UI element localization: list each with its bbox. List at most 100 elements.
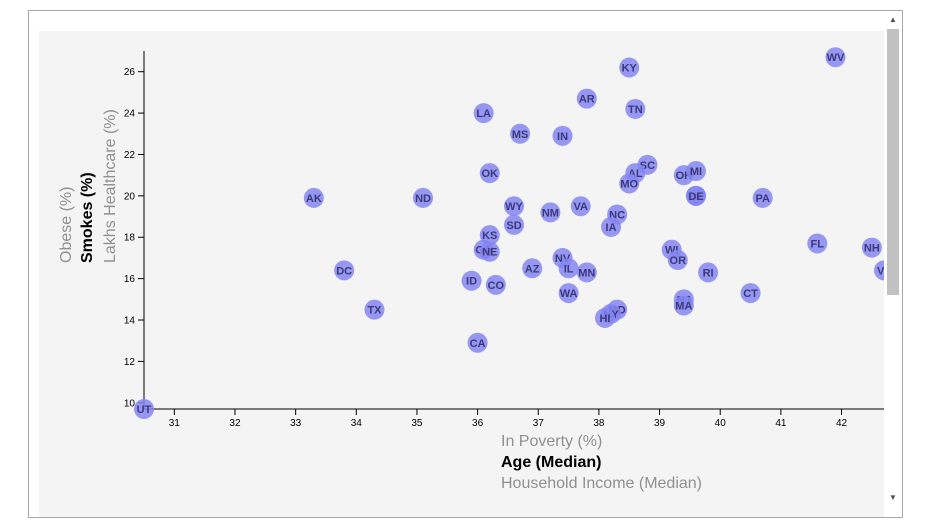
state-marker-ky[interactable]: KY <box>619 57 640 78</box>
state-marker-tn[interactable]: TN <box>625 98 646 119</box>
state-marker-de[interactable]: DE <box>685 185 706 206</box>
state-abbr-label: IN <box>557 131 568 143</box>
state-marker-nh[interactable]: NH <box>861 237 882 258</box>
state-marker-mo[interactable]: MO <box>619 173 640 194</box>
state-circle[interactable] <box>364 299 385 320</box>
state-marker-ne[interactable]: NE <box>479 241 500 262</box>
state-circle[interactable] <box>334 260 355 281</box>
scroll-down-arrow-icon[interactable]: ▼ <box>889 493 897 502</box>
x-axis-label-age[interactable]: Age (Median) <box>501 454 601 471</box>
state-marker-la[interactable]: LA <box>473 103 494 124</box>
state-marker-ri[interactable]: RI <box>698 262 719 283</box>
scatter-chart: 31 32 33 34 35 36 37 38 39 40 41 42 10 12 14 16 18 20 22 2… <box>39 31 884 517</box>
state-circle[interactable] <box>504 196 524 217</box>
state-circle[interactable] <box>485 274 506 295</box>
state-circle[interactable] <box>619 173 640 194</box>
state-circle[interactable] <box>807 233 828 254</box>
state-marker-az[interactable]: AZ <box>522 258 543 279</box>
state-circle[interactable] <box>752 187 773 208</box>
state-marker-il[interactable]: IL <box>558 258 579 279</box>
state-circle[interactable] <box>303 187 324 208</box>
state-marker-or[interactable]: OR <box>667 250 688 271</box>
state-abbr-label: CO <box>488 280 505 292</box>
data-points: WVKYARTNLAMSINSCALOKOHMIMOMEDEAKNDPAWYVA… <box>134 47 884 419</box>
x-tick-label: 37 <box>533 418 545 429</box>
state-circle[interactable] <box>134 399 154 419</box>
state-circle[interactable] <box>685 161 706 182</box>
state-marker-mn[interactable]: MN <box>576 262 597 283</box>
state-circle[interactable] <box>740 283 761 304</box>
state-marker-dc[interactable]: DC <box>334 260 355 281</box>
state-circle[interactable] <box>619 57 640 78</box>
state-circle[interactable] <box>576 262 597 283</box>
state-marker-co[interactable]: CO <box>485 274 506 295</box>
state-marker-ar[interactable]: AR <box>576 88 597 109</box>
state-marker-in[interactable]: IN <box>552 125 573 146</box>
x-axis-label-income[interactable]: Household Income (Median) <box>501 475 702 492</box>
y-tick-label: 24 <box>124 109 136 120</box>
state-circle[interactable] <box>552 125 573 146</box>
state-marker-vt[interactable]: VT <box>874 260 884 281</box>
state-marker-ms[interactable]: MS <box>510 123 531 144</box>
state-circle[interactable] <box>667 250 688 271</box>
state-marker-nm[interactable]: NM <box>540 202 561 223</box>
state-circle[interactable] <box>698 262 719 283</box>
state-circle[interactable] <box>625 98 646 119</box>
state-marker-ak[interactable]: AK <box>303 187 324 208</box>
state-marker-va[interactable]: VA <box>570 196 591 217</box>
state-marker-ok[interactable]: OK <box>479 163 500 184</box>
state-marker-hi[interactable]: HI <box>594 307 615 328</box>
state-circle[interactable] <box>540 202 561 223</box>
state-circle[interactable] <box>479 241 500 262</box>
vertical-scrollbar[interactable]: ▲ ▼ <box>884 12 902 506</box>
state-circle[interactable] <box>558 283 579 304</box>
state-marker-ia[interactable]: IA <box>601 216 622 237</box>
state-circle[interactable] <box>522 258 543 279</box>
state-marker-ma[interactable]: MA <box>673 295 694 316</box>
state-abbr-label: FL <box>811 238 825 250</box>
y-axis-label-obese[interactable]: Obese (%) <box>58 187 75 263</box>
x-axis-label-poverty[interactable]: In Poverty (%) <box>501 433 602 450</box>
scroll-up-arrow-icon[interactable]: ▲ <box>889 15 897 24</box>
chart-frame: 31 32 33 34 35 36 37 38 39 40 41 42 10 12 14 16 18 20 22 2… <box>28 10 903 518</box>
state-marker-nd[interactable]: ND <box>413 187 434 208</box>
state-marker-fl[interactable]: FL <box>807 233 828 254</box>
state-circle[interactable] <box>825 47 846 68</box>
y-axis-label-healthcare[interactable]: Lakhs Healthcare (%) <box>102 109 119 263</box>
state-marker-wa[interactable]: WA <box>558 283 579 304</box>
state-circle[interactable] <box>461 270 482 291</box>
state-circle[interactable] <box>570 196 591 217</box>
state-circle[interactable] <box>594 307 615 328</box>
state-marker-id[interactable]: ID <box>461 270 482 291</box>
state-circle[interactable] <box>504 214 524 235</box>
state-circle[interactable] <box>673 295 694 316</box>
scroll-thumb[interactable] <box>887 29 899 295</box>
state-abbr-label: NM <box>542 207 559 219</box>
state-circle[interactable] <box>479 163 500 184</box>
state-marker-ut[interactable]: UT <box>134 399 154 419</box>
state-marker-sd[interactable]: SD <box>504 214 524 235</box>
state-marker-mi[interactable]: MI <box>685 161 706 182</box>
state-marker-wv[interactable]: WV <box>825 47 846 68</box>
state-abbr-label: AZ <box>525 263 540 275</box>
state-circle[interactable] <box>467 332 488 353</box>
state-marker-ct[interactable]: CT <box>740 283 761 304</box>
state-circle[interactable] <box>685 185 706 206</box>
state-marker-pa[interactable]: PA <box>752 187 773 208</box>
state-abbr-label: DC <box>336 265 352 277</box>
state-marker-wy[interactable]: WY <box>504 196 524 217</box>
state-circle[interactable] <box>874 260 884 281</box>
state-circle[interactable] <box>473 103 494 124</box>
state-marker-tx[interactable]: TX <box>364 299 385 320</box>
state-abbr-label: WY <box>505 201 523 213</box>
state-abbr-label: MO <box>620 178 638 190</box>
state-circle[interactable] <box>861 237 882 258</box>
state-circle[interactable] <box>413 187 434 208</box>
state-circle[interactable] <box>558 258 579 279</box>
state-circle[interactable] <box>601 216 622 237</box>
state-circle[interactable] <box>576 88 597 109</box>
y-tick-label: 12 <box>124 357 136 368</box>
state-circle[interactable] <box>510 123 531 144</box>
state-marker-ca[interactable]: CA <box>467 332 488 353</box>
y-axis-label-smokes[interactable]: Smokes (%) <box>79 172 96 263</box>
